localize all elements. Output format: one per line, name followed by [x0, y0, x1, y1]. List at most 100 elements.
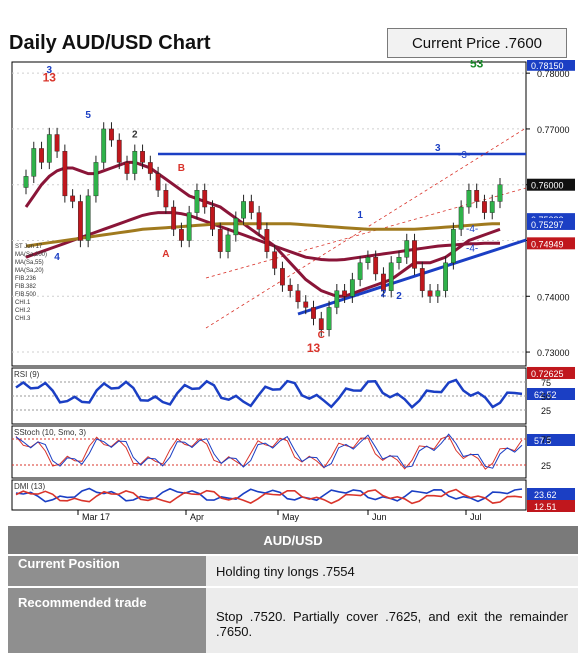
candle-body: [46, 134, 52, 163]
y-tick-label: 0.77000: [537, 125, 570, 135]
price-tag-box: [527, 366, 575, 379]
candle-body: [54, 134, 60, 152]
target-label: -4-: [466, 243, 478, 254]
price-tag-label: 0.75297: [531, 220, 564, 230]
candle-body: [450, 229, 456, 264]
indicator-label: SStoch (10, Smo, 3): [14, 428, 86, 437]
candle-body: [326, 307, 332, 330]
candle-body: [241, 201, 246, 219]
price-tag-box: [527, 58, 575, 71]
candle-body: [194, 190, 200, 213]
y-tick-label: 0.73000: [537, 348, 570, 358]
page-title: Daily AUD/USD Chart: [9, 32, 211, 54]
indicator-line: [15, 378, 523, 409]
indicator-tag-box: [527, 434, 575, 446]
candle-body: [404, 240, 410, 258]
price-tag-label: 0.74949: [531, 239, 564, 249]
candle-body: [171, 206, 177, 230]
candle-body: [77, 201, 83, 241]
indicator-label: RSI (9): [14, 370, 40, 379]
candle-body: [482, 201, 487, 213]
price-tag-label: 0.72625: [531, 369, 564, 379]
current-price-box: Current Price .7600: [387, 28, 567, 58]
candle-body: [31, 148, 37, 177]
y-tick-label: 0.74000: [537, 292, 570, 302]
x-tick-label: Mar 17: [82, 512, 110, 522]
candle-body: [373, 257, 379, 275]
candle-body: [365, 257, 371, 264]
wave-label: 3: [47, 65, 53, 76]
candle-body: [381, 273, 386, 291]
table-row: Current Position Holding tiny longs .755…: [8, 554, 578, 587]
legend-line: CHI.3: [15, 316, 31, 322]
candle-body: [62, 151, 68, 197]
candle-body: [412, 240, 417, 269]
target-label: -3-: [458, 150, 470, 161]
legend-line: MA(Sa,55): [15, 260, 44, 266]
wave-label: 13: [307, 341, 321, 355]
candle-body: [93, 162, 99, 197]
target-label: -4-: [466, 224, 478, 235]
candle-body: [70, 195, 76, 202]
indicator-pane-frame: [11, 425, 527, 479]
candle-body: [23, 176, 29, 188]
ma-line: [25, 211, 500, 262]
candle-body: [109, 128, 114, 141]
legend-line: FIB.236: [15, 276, 37, 282]
wave-label: 53: [470, 60, 484, 71]
wave-label: 1: [357, 210, 363, 221]
indicator-label: DMI (13): [14, 482, 45, 491]
ma-line: [24, 160, 501, 298]
indicator-tag: 62.52: [534, 390, 557, 400]
indicator-tag: 23.62: [534, 490, 557, 500]
candle-body: [39, 148, 44, 163]
price-tag-label: 0.78150: [531, 61, 564, 71]
indicator-tag-box: [527, 488, 575, 500]
indicator-level: 50: [541, 392, 551, 402]
wave-label: 5: [85, 110, 91, 121]
chart-panel: 0.780000.770000.760000.750000.740000.730…: [8, 57, 578, 525]
legend-line: FIB.500: [15, 292, 37, 298]
table-row: Recommended trade Stop .7520. Partially …: [8, 586, 578, 653]
wave-label: B: [178, 163, 185, 174]
indicator-level: 25: [541, 406, 551, 416]
candle-body: [210, 206, 215, 230]
candle-body: [474, 190, 480, 202]
candle-body: [357, 262, 363, 280]
x-tick-label: Jul: [470, 512, 482, 522]
row-value: Stop .7520. Partially cover .7625, and e…: [206, 586, 578, 653]
indicator-level: 75: [541, 435, 551, 445]
candle-body: [85, 195, 91, 241]
candle-body: [256, 212, 262, 230]
indicator-tag: 12.51: [534, 502, 557, 512]
wave-label: 2: [132, 129, 138, 140]
price-tag-box: [527, 217, 575, 230]
candle-body: [349, 279, 355, 297]
indicator-tag-box: [527, 500, 575, 512]
price-chart: 0.780000.770000.760000.750000.740000.730…: [11, 57, 575, 522]
legend-line: MA(Sa,20): [15, 268, 44, 274]
indicator-line: [15, 433, 523, 469]
trade-table: AUD/USD Current Position Holding tiny lo…: [8, 526, 578, 653]
candle-body: [116, 139, 122, 163]
candle-body: [264, 229, 270, 252]
candle-body: [497, 184, 503, 202]
candle-body: [311, 307, 316, 319]
candle-body: [342, 290, 347, 297]
candle-body: [147, 162, 153, 174]
table-header: AUD/USD: [8, 526, 578, 555]
legend-line: ST Jun 17: [15, 244, 43, 250]
candle-body: [287, 284, 293, 291]
wave-label: 2: [396, 291, 402, 302]
x-tick-label: Apr: [190, 512, 204, 522]
candle-body: [427, 290, 433, 297]
candle-body: [489, 201, 495, 213]
row-label: Current Position: [8, 554, 206, 587]
indicator-level: 25: [541, 461, 551, 471]
candle-body: [280, 268, 285, 286]
price-tag-box: [527, 237, 575, 250]
candle-body: [155, 173, 161, 191]
wave-label: 2: [381, 288, 387, 299]
indicator-line: [15, 487, 523, 503]
candle-body: [202, 190, 208, 208]
